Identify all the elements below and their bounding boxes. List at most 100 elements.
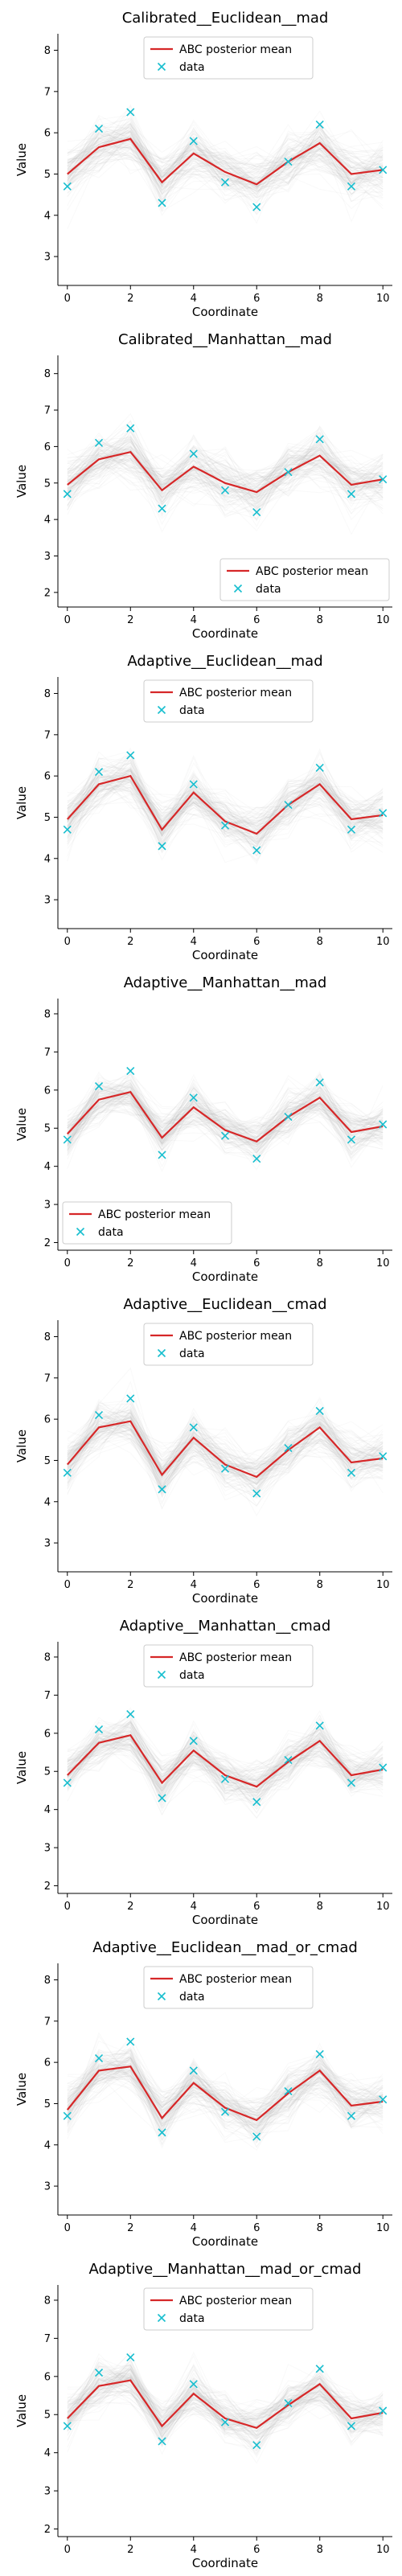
data-point	[189, 780, 198, 789]
posterior-sample-line	[67, 125, 384, 199]
posterior-sample-line	[67, 431, 384, 494]
posterior-sample-line	[67, 2377, 384, 2438]
posterior-sample-line	[67, 1073, 384, 1151]
posterior-sample-line	[67, 1077, 384, 1153]
posterior-sample-line	[67, 1076, 384, 1168]
posterior-sample-line	[67, 453, 384, 511]
data-point	[252, 507, 261, 517]
posterior-sample-line	[67, 118, 384, 201]
posterior-sample-line	[67, 1408, 384, 1487]
posterior-sample-line	[67, 1424, 384, 1488]
posterior-samples	[67, 2032, 384, 2151]
posterior-sample-line	[67, 420, 384, 508]
data-point	[94, 124, 104, 133]
posterior-sample-line	[67, 441, 384, 496]
posterior-sample-line	[67, 2378, 384, 2437]
posterior-sample-line	[67, 2359, 384, 2431]
posterior-sample-line	[67, 2049, 384, 2142]
posterior-sample-line	[67, 425, 384, 509]
legend-label: ABC posterior mean	[256, 565, 368, 578]
y-tick-label: 4	[44, 1804, 51, 1816]
posterior-sample-line	[67, 2367, 384, 2432]
y-tick-label: 8	[44, 1331, 51, 1343]
data-point	[284, 1755, 293, 1765]
posterior-sample-line	[67, 2057, 384, 2140]
x-tick-label: 0	[64, 1257, 71, 1270]
x-tick-label: 6	[253, 2222, 260, 2234]
posterior-sample-line	[67, 2367, 384, 2439]
chart-panel-4: Adaptive__Euclidean__cmad 0 2 4 6 8 10 3 4 5 6 7 8 Co…	[14, 1296, 392, 1606]
data-point	[315, 1406, 324, 1415]
data-point	[315, 1721, 324, 1730]
posterior-sample-line	[67, 453, 384, 511]
y-tick-label: 7	[44, 729, 51, 741]
posterior-sample-line	[67, 142, 384, 189]
y-tick-label: 6	[44, 2057, 51, 2069]
posterior-sample-line	[67, 2073, 384, 2127]
data-point	[94, 767, 104, 777]
posterior-sample-line	[67, 2361, 384, 2443]
x-tick-label: 6	[253, 1579, 260, 1591]
data-point	[94, 2369, 104, 2377]
posterior-sample-line	[67, 451, 384, 506]
posterior-sample-line	[67, 754, 384, 856]
posterior-sample-line	[67, 128, 384, 183]
data-point	[284, 2398, 293, 2408]
posterior-samples	[67, 1707, 384, 1819]
data-point	[189, 2380, 198, 2389]
posterior-sample-line	[67, 121, 384, 188]
posterior-sample-line	[67, 129, 384, 186]
data-point	[94, 1725, 104, 1734]
posterior-sample-line	[67, 132, 384, 224]
y-axis-label: Value	[14, 1430, 29, 1462]
posterior-sample-line	[67, 753, 384, 852]
y-tick-label: 3	[44, 895, 51, 907]
posterior-sample-line	[67, 1732, 384, 1785]
legend-label: ABC posterior mean	[179, 687, 292, 699]
x-tick-label: 0	[64, 2222, 71, 2234]
chart-title: Adaptive__Manhattan__cmad	[120, 1618, 331, 1635]
y-tick-label: 7	[44, 405, 51, 417]
posterior-sample-line	[67, 769, 384, 843]
data-point	[220, 821, 230, 830]
y-tick-label: 7	[44, 1690, 51, 1702]
posterior-sample-line	[67, 142, 384, 215]
chart-panel-5: Adaptive__Manhattan__cmad 0 2 4 6 8 10 2 3 4 5 6 7 8 C…	[14, 1618, 392, 1927]
data-point	[347, 490, 356, 498]
posterior-sample-line	[67, 428, 384, 499]
data-point	[347, 1778, 356, 1787]
chart-panel-0: Calibrated__Euclidean__mad 0 2 4 6 8 10 3 4 5 6 7 8 C…	[14, 10, 392, 319]
posterior-sample-line	[67, 1082, 384, 1153]
posterior-sample-line	[67, 1725, 384, 1795]
posterior-sample-line	[67, 1742, 384, 1798]
data-point	[126, 1394, 135, 1403]
posterior-sample-line	[67, 765, 384, 846]
posterior-sample-line	[67, 2069, 384, 2126]
posterior-sample-line	[67, 761, 384, 839]
posterior-sample-line	[67, 1092, 384, 1150]
posterior-sample-line	[67, 2076, 384, 2142]
posterior-sample-line	[67, 2366, 384, 2436]
x-tick-label: 10	[376, 1257, 390, 1270]
posterior-sample-line	[67, 1084, 384, 1155]
posterior-sample-line	[67, 1740, 384, 1797]
posterior-sample-line	[67, 2373, 384, 2436]
legend-box	[143, 1966, 314, 2009]
posterior-sample-line	[67, 2060, 384, 2120]
posterior-sample-line	[67, 445, 384, 490]
data-point	[379, 1120, 388, 1129]
posterior-sample-line	[67, 139, 384, 187]
posterior-sample-line	[67, 114, 384, 201]
posterior-sample-line	[67, 1408, 384, 1479]
posterior-sample-line	[67, 1089, 384, 1154]
posterior-sample-line	[67, 2368, 384, 2440]
posterior-sample-line	[67, 129, 384, 198]
posterior-sample-line	[67, 1737, 384, 1810]
posterior-sample-line	[67, 137, 384, 198]
posterior-sample-line	[67, 1071, 384, 1158]
posterior-sample-line	[67, 1077, 384, 1141]
posterior-sample-line	[67, 1728, 384, 1798]
posterior-sample-line	[67, 2035, 384, 2141]
posterior-sample-line	[67, 439, 384, 503]
